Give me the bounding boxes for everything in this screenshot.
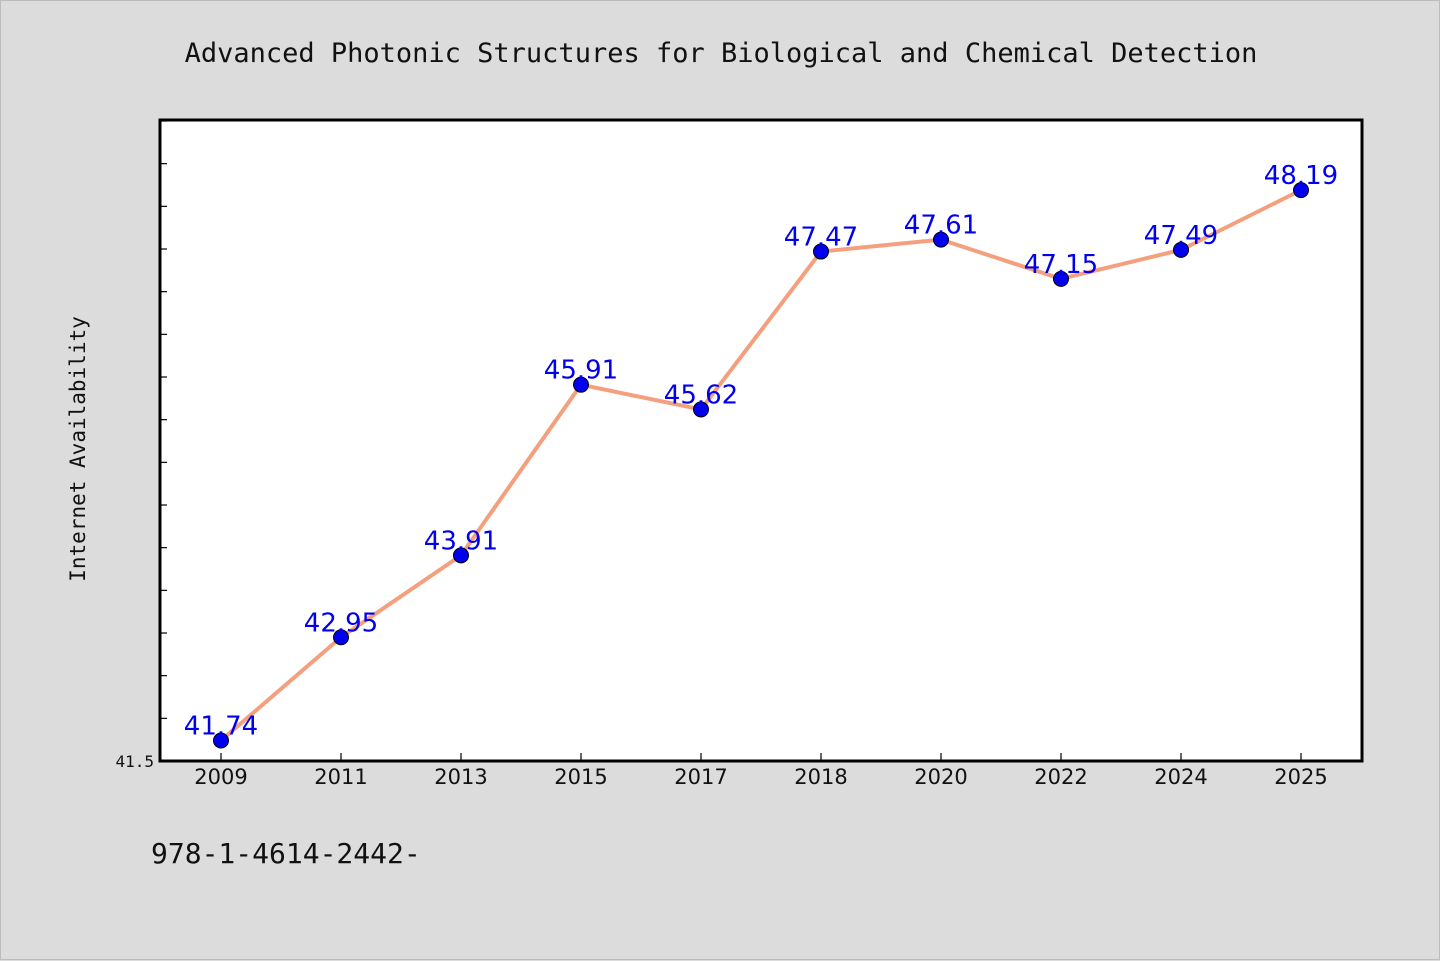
- data-label: 42.95: [304, 608, 378, 638]
- data-point: [213, 732, 229, 749]
- x-tick-label: 2015: [554, 765, 607, 789]
- data-label: 47.49: [1144, 221, 1218, 251]
- x-tick-label: 2017: [674, 765, 727, 789]
- data-label: 47.61: [904, 211, 978, 241]
- data-label: 47.15: [1024, 250, 1098, 280]
- data-point: [933, 231, 949, 248]
- x-tick-label: 2022: [1034, 765, 1087, 789]
- x-tick-label: 2020: [914, 765, 967, 789]
- data-label: 47.47: [784, 223, 858, 253]
- data-point: [693, 401, 709, 418]
- series-line: [219, 188, 1302, 743]
- data-label: 41.74: [184, 712, 258, 742]
- data-label: 45.91: [544, 356, 618, 386]
- chart-title: Advanced Photonic Structures for Biologi…: [185, 38, 1258, 69]
- y-axis-label: Internet Availability: [66, 316, 90, 582]
- data-point: [1053, 270, 1069, 287]
- x-tick-label: 2011: [314, 765, 367, 789]
- x-tick-label: 2025: [1274, 765, 1327, 789]
- data-point: [1293, 182, 1309, 199]
- y-ticks: 41.5: [115, 120, 167, 771]
- data-label: 45.62: [664, 380, 738, 410]
- x-tick-label: 2024: [1154, 765, 1207, 789]
- data-point: [1173, 241, 1189, 258]
- x-tick-label: 2009: [194, 765, 247, 789]
- plot-area: [158, 118, 1364, 763]
- x-ticks: 2009 2011 2013 2015 2017 2018 2020 2022 2024 2025: [194, 753, 1328, 789]
- data-point: [453, 547, 469, 564]
- data-point: [573, 376, 589, 393]
- data-point: [333, 629, 349, 646]
- data-point: [813, 243, 829, 260]
- series: [213, 182, 1309, 749]
- y-tick-label: 41.5: [115, 752, 154, 771]
- data-label: 43.91: [424, 526, 498, 556]
- data-labels: 41.74 42.95 43.91 45.91 45.62 47.47 47.61 47.15…: [184, 161, 1338, 741]
- data-label: 48.19: [1264, 161, 1338, 191]
- x-tick-label: 2013: [434, 765, 487, 789]
- x-tick-label: 2018: [794, 765, 847, 789]
